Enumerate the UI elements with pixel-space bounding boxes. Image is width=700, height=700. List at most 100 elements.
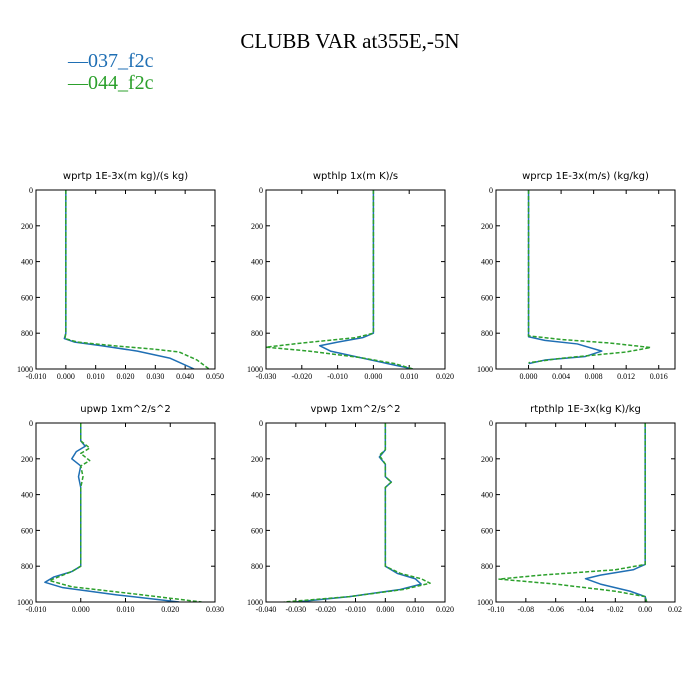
- plot-frame: [265, 189, 446, 370]
- series-line-037_f2c: [295, 423, 422, 602]
- x-tick-label: 0.004: [552, 372, 570, 381]
- x-tick-label: 0.030: [146, 372, 164, 381]
- x-tick-label: -0.06: [547, 605, 564, 614]
- y-tick-label: 400: [251, 491, 263, 500]
- legend-entry-044: —044_f2c: [68, 72, 154, 94]
- chart-panel-2: wpthlp 1x(m K)/s -0.030 -0.020 -0.010 0.000 0…: [247, 171, 454, 381]
- y-tick-label: 200: [251, 222, 263, 231]
- x-tick-label: -0.010: [26, 605, 47, 614]
- panel-title: rtpthlp 1E-3x(kg K)/kg: [530, 404, 641, 415]
- chart-panel-3: wprcp 1E-3x(m/s) (kg/kg) 0.000 0.004 0.008 0…: [477, 171, 676, 381]
- y-tick-label: 200: [21, 455, 33, 464]
- x-tick-label: 0.012: [617, 372, 635, 381]
- y-tick-label: 400: [481, 258, 493, 267]
- x-tick-label: 0.020: [436, 372, 454, 381]
- x-tick-label: 0.050: [206, 372, 224, 381]
- chart-panel-4: upwp 1xm^2/s^2 -0.010 0.000 0.010 0.020 0.030…: [17, 404, 224, 614]
- plot-frame: [35, 189, 216, 370]
- x-tick-label: 0.010: [117, 605, 135, 614]
- legend-line-icon: —: [68, 72, 88, 94]
- x-tick-label: -0.010: [26, 372, 47, 381]
- series-line-037_f2c: [44, 423, 180, 602]
- x-tick-label: -0.04: [577, 605, 594, 614]
- y-tick-label: 600: [251, 526, 263, 535]
- y-tick-label: 200: [21, 222, 33, 231]
- x-tick-label: 0.02: [668, 605, 682, 614]
- series-line-037_f2c: [63, 190, 195, 369]
- y-tick-label: 200: [481, 455, 493, 464]
- x-tick-label: -0.020: [291, 372, 312, 381]
- chart-panel-1: wprtp 1E-3x(m kg)/(s kg) -0.010 0.000 0.010…: [17, 171, 224, 381]
- x-tick-label: 0.020: [161, 605, 179, 614]
- y-tick-label: 600: [481, 526, 493, 535]
- x-tick-label: 0.016: [650, 372, 668, 381]
- y-tick-label: 0: [259, 419, 263, 428]
- legend-entry-037: —037_f2c: [68, 50, 154, 72]
- chart-panel-5: vpwp 1xm^2/s^2 -0.040 -0.030 -0.020 -0.010 0.…: [247, 404, 454, 614]
- legend-label: 044_f2c: [88, 72, 154, 94]
- plot-frame: [265, 422, 446, 603]
- y-tick-label: 400: [481, 491, 493, 500]
- y-tick-label: 800: [251, 562, 263, 571]
- y-tick-label: 1000: [17, 365, 33, 374]
- x-tick-label: -0.010: [327, 372, 348, 381]
- panel-title: upwp 1xm^2/s^2: [80, 404, 170, 415]
- chart-panel-6: rtpthlp 1E-3x(kg K)/kg -0.10 -0.08 -0.06 -0.…: [477, 404, 682, 614]
- x-tick-label: 0.000: [364, 372, 382, 381]
- x-tick-label: 0.030: [206, 605, 224, 614]
- x-tick-label: -0.10: [488, 605, 505, 614]
- y-tick-label: 1000: [477, 365, 493, 374]
- y-tick-label: 400: [21, 258, 33, 267]
- y-tick-label: 1000: [477, 598, 493, 607]
- x-tick-label: 0.000: [72, 605, 90, 614]
- series-line-044_f2c: [527, 190, 652, 364]
- x-tick-label: 0.020: [117, 372, 135, 381]
- x-tick-label: 0.040: [176, 372, 194, 381]
- y-tick-label: 1000: [247, 365, 263, 374]
- y-tick-label: 200: [251, 455, 263, 464]
- plot-frame: [495, 422, 676, 603]
- y-tick-label: 0: [489, 186, 493, 195]
- y-tick-label: 1000: [247, 598, 263, 607]
- y-tick-label: 600: [21, 526, 33, 535]
- x-tick-label: 0.000: [376, 605, 394, 614]
- x-tick-label: -0.08: [517, 605, 534, 614]
- panel-title: vpwp 1xm^2/s^2: [310, 404, 400, 415]
- y-tick-label: 600: [21, 293, 33, 302]
- plot-frame: [35, 422, 216, 603]
- series-line-044_f2c: [283, 423, 431, 602]
- x-tick-label: -0.030: [285, 605, 306, 614]
- series-line-044_f2c: [266, 190, 413, 369]
- y-tick-label: 600: [251, 293, 263, 302]
- x-tick-label: 0.020: [436, 605, 454, 614]
- y-tick-label: 200: [481, 222, 493, 231]
- x-tick-label: -0.040: [256, 605, 277, 614]
- x-tick-label: 0.010: [87, 372, 105, 381]
- x-tick-label: -0.020: [315, 605, 336, 614]
- x-tick-label: -0.02: [607, 605, 624, 614]
- series-line-044_f2c: [64, 190, 210, 369]
- series-line-044_f2c: [498, 423, 648, 602]
- panel-title: wprcp 1E-3x(m/s) (kg/kg): [522, 171, 649, 182]
- legend-label: 037_f2c: [88, 50, 154, 72]
- y-tick-label: 800: [21, 562, 33, 571]
- y-tick-label: 600: [481, 293, 493, 302]
- y-tick-label: 400: [21, 491, 33, 500]
- plot-frame: [495, 189, 676, 370]
- y-tick-label: 0: [259, 186, 263, 195]
- series-line-037_f2c: [584, 423, 648, 602]
- y-tick-label: 800: [251, 329, 263, 338]
- x-tick-label: 0.00: [638, 605, 652, 614]
- x-tick-label: 0.010: [400, 372, 418, 381]
- x-tick-label: -0.030: [256, 372, 277, 381]
- panel-title: wpthlp 1x(m K)/s: [313, 171, 398, 182]
- y-tick-label: 800: [21, 329, 33, 338]
- x-tick-label: 0.000: [520, 372, 538, 381]
- y-tick-label: 0: [489, 419, 493, 428]
- y-tick-label: 400: [251, 258, 263, 267]
- figure-title: CLUBB VAR at355E,-5N: [240, 29, 460, 53]
- x-tick-label: 0.010: [406, 605, 424, 614]
- y-tick-label: 800: [481, 562, 493, 571]
